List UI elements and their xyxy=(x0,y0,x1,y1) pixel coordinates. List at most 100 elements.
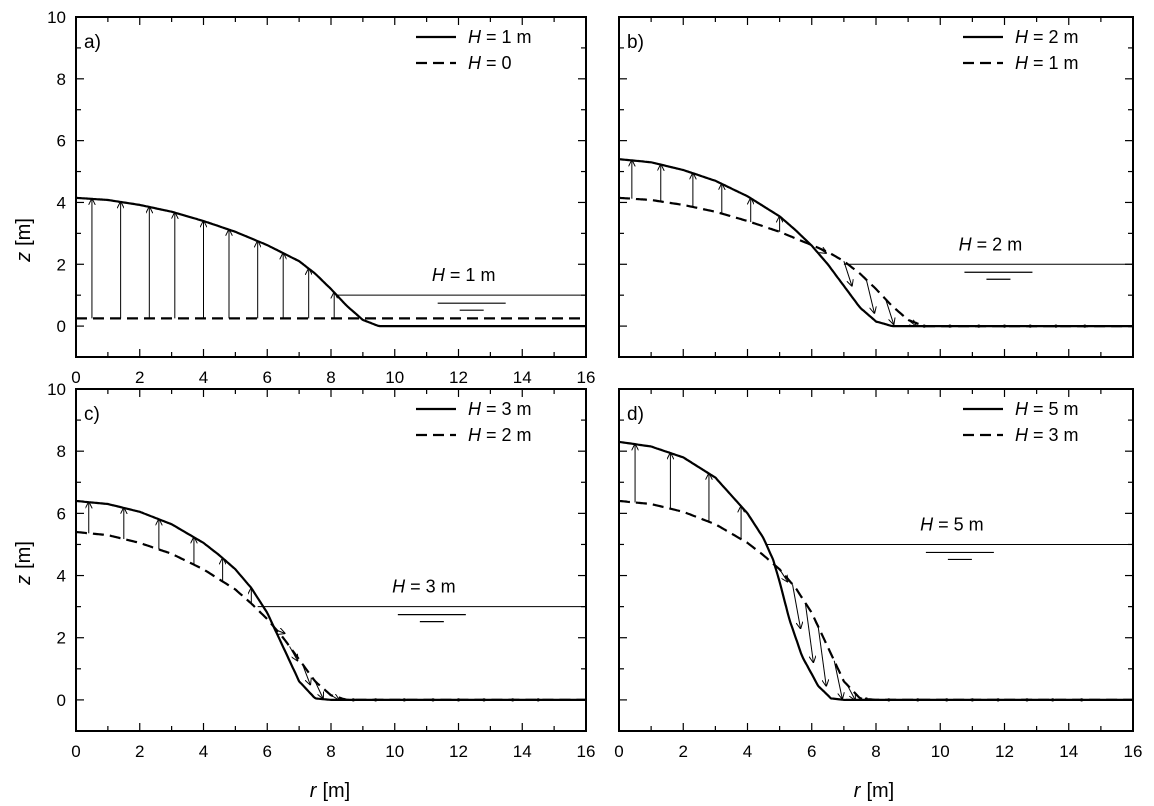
legend-label: H = 1 m xyxy=(468,27,532,47)
arrow-point xyxy=(456,698,461,702)
y-tick-label: 0 xyxy=(57,317,66,336)
x-tick-label: 4 xyxy=(199,368,208,387)
displacement-arrow xyxy=(301,663,310,685)
displacement-arrow xyxy=(817,626,826,686)
legend-label: H = 1 m xyxy=(1015,53,1079,73)
displacement-arrow xyxy=(330,695,339,700)
arrow-point xyxy=(511,698,515,702)
arrow-point xyxy=(402,698,406,702)
x-tick-label: 2 xyxy=(135,368,144,387)
x-tick-label: 12 xyxy=(995,742,1014,761)
x-tick-label: 0 xyxy=(614,742,623,761)
y-tick-label: 6 xyxy=(57,504,66,523)
arrow-point xyxy=(1083,324,1087,328)
panel-label: c) xyxy=(84,404,100,425)
displacement-arrows xyxy=(89,502,540,702)
series-line-dashed xyxy=(75,530,586,702)
x-tick-label: 12 xyxy=(449,742,468,761)
series-line-dashed xyxy=(618,196,1133,328)
x-tick-label: 2 xyxy=(135,742,144,761)
y-axis-label-top: z[m] xyxy=(13,218,35,263)
x-tick-label: 16 xyxy=(577,742,596,761)
displacement-arrow xyxy=(846,684,855,700)
y-tick-label: 10 xyxy=(47,8,66,27)
arrow-point xyxy=(374,698,378,702)
y-axis-label-bottom: z[m] xyxy=(13,541,35,586)
y-tick-label: 10 xyxy=(47,380,66,399)
displacement-arrow xyxy=(833,660,842,699)
displacement-arrow xyxy=(843,261,852,286)
axis-ticks xyxy=(618,16,1134,358)
panel-label: b) xyxy=(627,32,644,53)
displacement-arrow xyxy=(885,299,894,324)
panel-a: 0 2 4 6 8 10 12 14 16 0 2 4 6 8 10 a) H = 1 m H = 1 m H = … xyxy=(47,8,595,387)
panel-label: a) xyxy=(84,32,101,53)
arrow-point xyxy=(887,698,891,702)
legend-label: H = 2 m xyxy=(1015,27,1079,47)
series-line-solid xyxy=(618,158,1133,328)
x-tick-label: 10 xyxy=(931,742,950,761)
displacement-arrows xyxy=(632,160,1087,328)
x-axis-label-left: r [m] xyxy=(310,780,350,802)
legend-label: H = 3 m xyxy=(1015,425,1079,445)
displacement-arrow xyxy=(276,630,285,633)
series-line-solid xyxy=(618,440,1133,702)
arrow-point xyxy=(351,698,355,702)
axis-ticks xyxy=(75,388,587,732)
displacement-arrow xyxy=(779,569,788,581)
axis-ticks xyxy=(618,388,1134,732)
arrow-point xyxy=(1051,698,1055,702)
x-tick-label: 6 xyxy=(807,742,816,761)
x-tick-label: 14 xyxy=(513,368,532,387)
legend-label: H = 2 m xyxy=(468,425,532,445)
x-tick-label: 10 xyxy=(385,368,404,387)
arrow-point xyxy=(916,698,920,702)
displacement-arrow xyxy=(865,279,874,313)
x-tick-label: 4 xyxy=(199,742,208,761)
x-tick-label: 0 xyxy=(71,742,80,761)
series-line-solid xyxy=(75,499,586,702)
arrow-point xyxy=(1025,698,1029,702)
panel-d: 0 2 4 6 8 10 12 14 16 d) H = 5 m H = 5 m H = 3 m xyxy=(614,388,1143,761)
displacement-arrow xyxy=(314,681,323,698)
x-tick-label: 16 xyxy=(1124,742,1143,761)
y-tick-label: 8 xyxy=(57,442,66,461)
arrow-point xyxy=(1080,698,1084,702)
displacement-arrow xyxy=(289,646,298,660)
x-tick-label: 16 xyxy=(577,368,596,387)
arrow-point xyxy=(945,698,949,702)
series-line-dashed xyxy=(618,499,1133,702)
y-tick-label: 2 xyxy=(57,629,66,648)
x-tick-label: 0 xyxy=(71,368,80,387)
arrow-point xyxy=(482,698,486,702)
x-tick-label: 8 xyxy=(326,368,335,387)
x-tick-label: 8 xyxy=(326,742,335,761)
arrow-point xyxy=(922,324,926,328)
x-tick-label: 6 xyxy=(263,368,272,387)
arrow-point xyxy=(970,698,974,702)
x-tick-label: 12 xyxy=(449,368,468,387)
displacement-arrows xyxy=(92,199,334,319)
legend-label: H = 5 m xyxy=(1015,399,1079,419)
displacement-arrow xyxy=(907,320,916,326)
displacement-arrow xyxy=(804,602,813,662)
legend-label: H = 3 m xyxy=(468,399,532,419)
arrow-point xyxy=(431,698,435,702)
arrow-point xyxy=(977,324,981,328)
legend-label: H = 0 xyxy=(468,53,512,73)
water-level-label: H = 2 m xyxy=(959,234,1023,254)
x-tick-label: 10 xyxy=(385,742,404,761)
y-tick-label: 6 xyxy=(57,132,66,151)
panel-c: 0 2 4 6 8 10 12 14 16 0 2 4 6 8 10 c) H = 3 m H = 3 m H = … xyxy=(47,380,595,761)
y-tick-label: 0 xyxy=(57,691,66,710)
displacement-arrow xyxy=(817,248,826,253)
panel-label: d) xyxy=(627,404,644,425)
y-tick-label: 8 xyxy=(57,70,66,89)
arrow-point xyxy=(1002,324,1007,328)
arrow-point xyxy=(996,698,1000,702)
x-axis-label-right: r [m] xyxy=(854,780,894,802)
y-tick-label: 2 xyxy=(57,255,66,274)
x-tick-label: 6 xyxy=(263,742,272,761)
water-level-label: H = 5 m xyxy=(920,514,984,534)
